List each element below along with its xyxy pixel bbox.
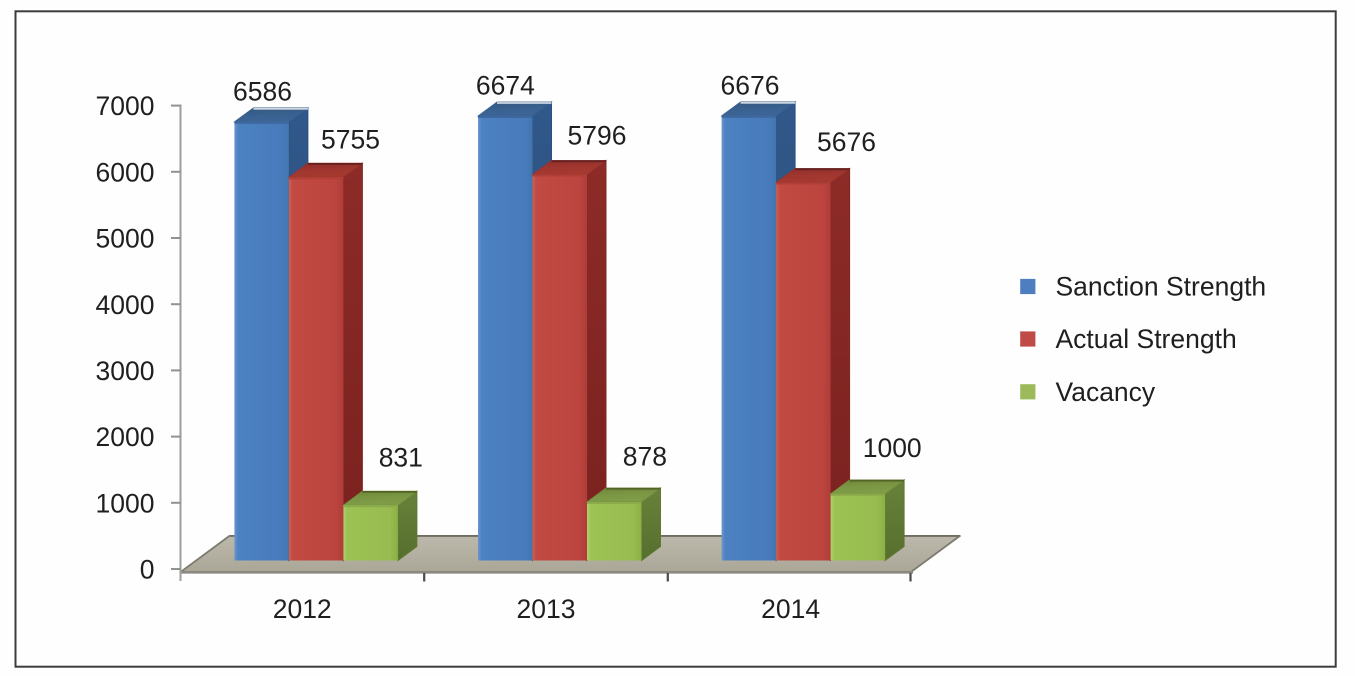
- svg-text:5796: 5796: [568, 120, 627, 150]
- svg-text:4000: 4000: [96, 290, 155, 320]
- svg-text:5000: 5000: [96, 224, 155, 254]
- svg-text:6674: 6674: [476, 71, 535, 101]
- svg-text:6586: 6586: [233, 76, 292, 106]
- svg-text:Sanction Strength: Sanction Strength: [1056, 272, 1267, 302]
- svg-text:2012: 2012: [273, 594, 332, 624]
- svg-text:6000: 6000: [96, 157, 155, 187]
- svg-text:831: 831: [379, 442, 423, 472]
- svg-text:3000: 3000: [96, 356, 155, 386]
- svg-text:878: 878: [623, 442, 667, 472]
- svg-text:Actual Strength: Actual Strength: [1056, 324, 1237, 354]
- svg-text:1000: 1000: [863, 433, 922, 463]
- svg-text:2000: 2000: [96, 422, 155, 452]
- svg-text:2013: 2013: [517, 594, 576, 624]
- svg-text:7000: 7000: [96, 91, 155, 121]
- svg-text:5676: 5676: [817, 127, 876, 157]
- svg-text:0: 0: [140, 555, 155, 585]
- svg-text:1000: 1000: [96, 488, 155, 518]
- svg-text:Vacancy: Vacancy: [1056, 377, 1156, 407]
- svg-text:6676: 6676: [721, 71, 780, 101]
- svg-text:5755: 5755: [321, 124, 380, 154]
- svg-text:2014: 2014: [761, 594, 820, 624]
